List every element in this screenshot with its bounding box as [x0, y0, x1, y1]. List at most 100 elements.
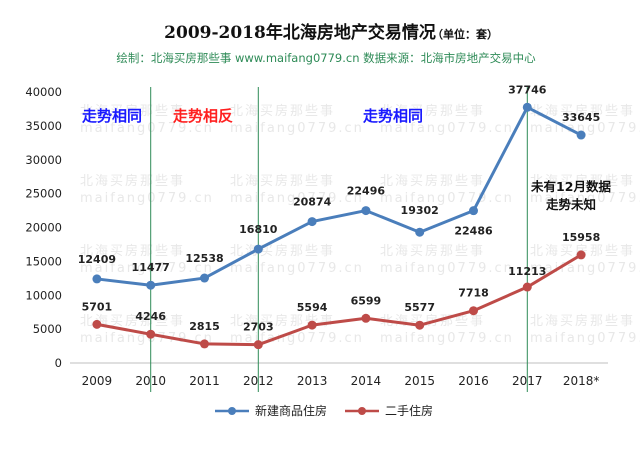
data-label-new-homes: 19302: [401, 204, 439, 217]
point-second-hand: [576, 250, 586, 260]
point-new-homes: [307, 217, 317, 227]
watermark-url: maifang0779.cn: [230, 191, 364, 206]
series-layer: [92, 102, 586, 350]
data-labels-layer: 12409 11477 12538 16810 20874 22496 19302 22486…: [78, 83, 600, 333]
data-label-second-hand: 11213: [508, 265, 546, 278]
data-label-new-homes: 33645: [562, 111, 600, 124]
point-second-hand: [253, 340, 263, 350]
point-new-homes: [469, 206, 478, 216]
point-second-hand: [146, 329, 156, 339]
legend-marker-new-homes: [228, 407, 236, 415]
data-label-second-hand: 6599: [351, 294, 382, 307]
data-label-new-homes: 16810: [239, 223, 278, 236]
watermark-url: maifang0779.cn: [80, 191, 214, 206]
y-tick-label: 20000: [25, 221, 62, 235]
watermark-text: 北海买房那些事: [80, 103, 185, 119]
point-second-hand: [415, 320, 425, 330]
point-second-hand: [92, 319, 102, 329]
point-second-hand: [522, 282, 532, 292]
annotation-trend-same-1: 走势相同: [82, 107, 142, 125]
annotation-trend-opposite: 走势相反: [173, 107, 233, 125]
data-label-second-hand: 2703: [243, 321, 274, 334]
data-label-new-homes: 37746: [508, 83, 547, 96]
point-new-homes: [92, 274, 102, 284]
watermark-text: 北海买房那些事: [530, 173, 635, 189]
y-tick-label: 35000: [25, 119, 62, 133]
data-label-new-homes: 20874: [293, 196, 332, 209]
watermark-url: maifang0779.cn: [380, 331, 514, 346]
watermark-text: 北海买房那些事: [530, 313, 635, 329]
watermark-url: maifang0779.cn: [230, 261, 364, 276]
data-label-new-homes: 22496: [347, 185, 386, 198]
legend-label-second-hand: 二手住房: [385, 403, 433, 418]
x-tick-label: 2018*: [563, 374, 600, 388]
chart-subtitle: 绘制：北海买房那些事 www.maifang0779.cn 数据来源：北海市房地…: [116, 51, 536, 65]
y-tick-label: 15000: [25, 254, 62, 268]
data-label-second-hand: 7718: [458, 287, 489, 300]
watermark-text: 北海买房那些事: [80, 243, 185, 259]
data-label-second-hand: 5594: [297, 301, 328, 314]
axes-layer: 0 5000 10000 15000 20000 25000 30000 35000 40000…: [25, 85, 608, 388]
watermark-text: 北海买房那些事: [230, 173, 335, 189]
y-tick-label: 0: [55, 356, 62, 370]
watermark-url: maifang0779.cn: [80, 331, 214, 346]
data-label-second-hand: 15958: [562, 231, 600, 244]
watermark-url: maifang0779.cn: [380, 261, 514, 276]
watermark-url: maifang0779.cn: [230, 121, 364, 136]
point-new-homes: [576, 130, 586, 140]
legend-marker-second-hand: [358, 407, 366, 415]
x-tick-label: 2016: [458, 374, 489, 388]
point-new-homes: [361, 206, 371, 216]
point-second-hand: [361, 313, 371, 323]
data-label-new-homes: 11477: [132, 261, 170, 274]
x-tick-label: 2014: [351, 374, 382, 388]
x-tick-label: 2013: [297, 374, 328, 388]
watermark-url: maifang0779.cn: [80, 121, 214, 136]
data-label-new-homes: 12538: [185, 252, 223, 265]
data-label-second-hand: 5577: [404, 301, 435, 314]
y-tick-label: 40000: [25, 85, 62, 99]
x-tick-label: 2015: [404, 374, 435, 388]
point-new-homes: [146, 280, 156, 290]
watermark-url: maifang0779.cn: [530, 331, 640, 346]
annotation-trend-same-2: 走势相同: [363, 107, 423, 125]
watermark-url: maifang0779.cn: [380, 121, 514, 136]
legend: 新建商品住房 二手住房: [215, 403, 433, 418]
data-label-second-hand: 4246: [135, 310, 166, 323]
annotation-note-line1: 未有12月数据: [530, 179, 611, 194]
data-label-new-homes: 22486: [454, 225, 493, 238]
point-second-hand: [200, 339, 209, 349]
data-label-second-hand: 2815: [189, 320, 220, 333]
watermark-text: 北海买房那些事: [380, 103, 485, 119]
watermark-url: maifang0779.cn: [530, 121, 640, 136]
y-tick-label: 30000: [25, 153, 62, 167]
point-new-homes: [200, 273, 209, 283]
watermark-url: maifang0779.cn: [530, 261, 640, 276]
annotation-note-line2: 走势未知: [546, 197, 596, 212]
point-new-homes: [522, 102, 532, 112]
point-second-hand: [307, 320, 317, 330]
data-label-new-homes: 12409: [78, 253, 116, 266]
legend-label-new-homes: 新建商品住房: [255, 403, 327, 418]
series-line-new-homes: [96, 105, 582, 287]
x-tick-label: 2009: [82, 374, 113, 388]
data-label-second-hand: 5701: [82, 300, 113, 313]
y-tick-label: 10000: [25, 288, 62, 302]
y-tick-label: 25000: [25, 187, 62, 201]
chart-title-unit: （单位：套）: [432, 27, 498, 41]
watermark-url: maifang0779.cn: [80, 261, 214, 276]
watermark-text: 北海买房那些事: [530, 103, 635, 119]
watermark-text: 北海买房那些事: [380, 243, 485, 259]
x-tick-label: 2011: [189, 374, 220, 388]
series-line-second-hand: [96, 253, 582, 347]
watermark-text: 北海买房那些事: [230, 313, 335, 329]
watermark-text: 北海买房那些事: [80, 173, 185, 189]
point-new-homes: [253, 244, 263, 254]
chart-title: 2009-2018年北海房地产交易情况: [164, 22, 436, 43]
watermark-url: maifang0779.cn: [530, 191, 640, 206]
watermark-text: 北海买房那些事: [230, 103, 335, 119]
point-second-hand: [469, 306, 478, 316]
y-tick-label: 5000: [33, 322, 62, 336]
